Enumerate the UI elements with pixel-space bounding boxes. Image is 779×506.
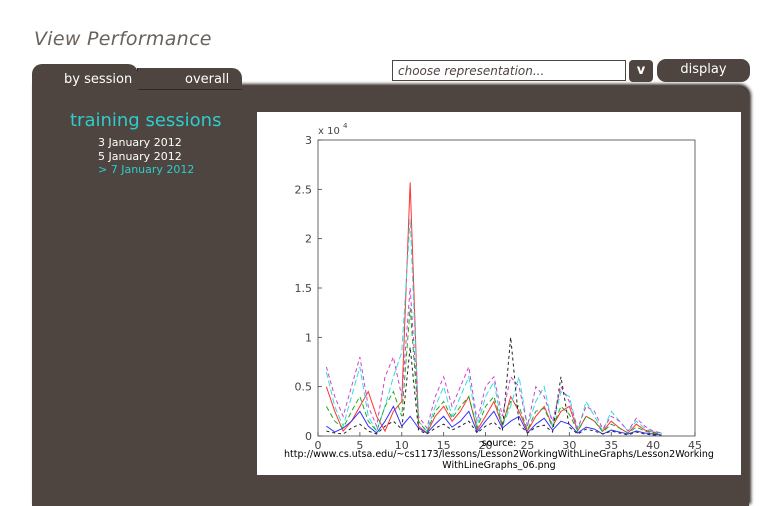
session-item[interactable]: 5 January 2012 (98, 149, 182, 163)
training-sessions-heading: training sessions (70, 110, 222, 131)
tab-overall[interactable]: overall (137, 68, 242, 90)
page-title: View Performance (34, 28, 212, 50)
plot-area (317, 139, 696, 437)
representation-select[interactable]: choose representation... (392, 60, 626, 81)
session-item-selected[interactable]: > 7 January 2012 (98, 163, 195, 176)
y-tick-label: 2.5 (295, 183, 313, 196)
source-line: source: (481, 438, 517, 449)
line-chart: 0 5 10 15 20 25 30 35 40 45 0 0.5 1 1.5 2 2.5 3 x 10 4 (295, 122, 703, 452)
y-exponent-label: x 10 (318, 126, 340, 137)
x-tick-label: 15 (437, 439, 451, 452)
session-item[interactable]: 3 January 2012 (98, 136, 182, 149)
x-tick-label: 40 (646, 439, 660, 452)
x-tick-label: 25 (520, 439, 534, 452)
series-line (325, 218, 662, 434)
display-button[interactable]: display (657, 59, 750, 82)
y-tick-label: 0.5 (295, 381, 313, 394)
series-line (325, 287, 662, 434)
dropdown-button[interactable]: v (629, 60, 653, 82)
tab-by-session[interactable]: by session (32, 64, 138, 94)
tab-overall-label: overall (185, 72, 230, 87)
y-tick-label: 1 (305, 331, 312, 344)
session-list: 3 January 2012 5 January 2012 > 7 Januar… (98, 136, 194, 177)
y-exponent: 4 (343, 122, 348, 130)
x-tick-label: 30 (562, 439, 576, 452)
x-tick-label: 45 (688, 439, 702, 452)
x-tick-label: 5 (356, 439, 363, 452)
y-tick-label: 2 (305, 233, 312, 246)
source-line: http://www.cs.utsa.edu/~cs1173/lessons/L… (284, 449, 714, 460)
series-line (325, 307, 662, 435)
y-tick-label: 0 (305, 430, 312, 443)
series-line (326, 405, 662, 436)
y-tick-label: 3 (305, 134, 312, 147)
performance-chart: 0 5 10 15 20 25 30 35 40 45 0 0.5 1 1.5 2 2.5 3 x 10 4 sou… (257, 112, 741, 475)
tab-by-session-label: by session (64, 72, 133, 87)
x-tick-label: 10 (395, 439, 409, 452)
source-line: WithLineGraphs_06.png (442, 460, 556, 471)
x-tick-label: 35 (604, 439, 618, 452)
series-line (325, 182, 662, 434)
representation-placeholder: choose representation... (398, 64, 545, 78)
x-tick-label: 0 (315, 439, 322, 452)
x-tick-label: 20 (479, 439, 493, 452)
y-tick-label: 1.5 (295, 282, 313, 295)
